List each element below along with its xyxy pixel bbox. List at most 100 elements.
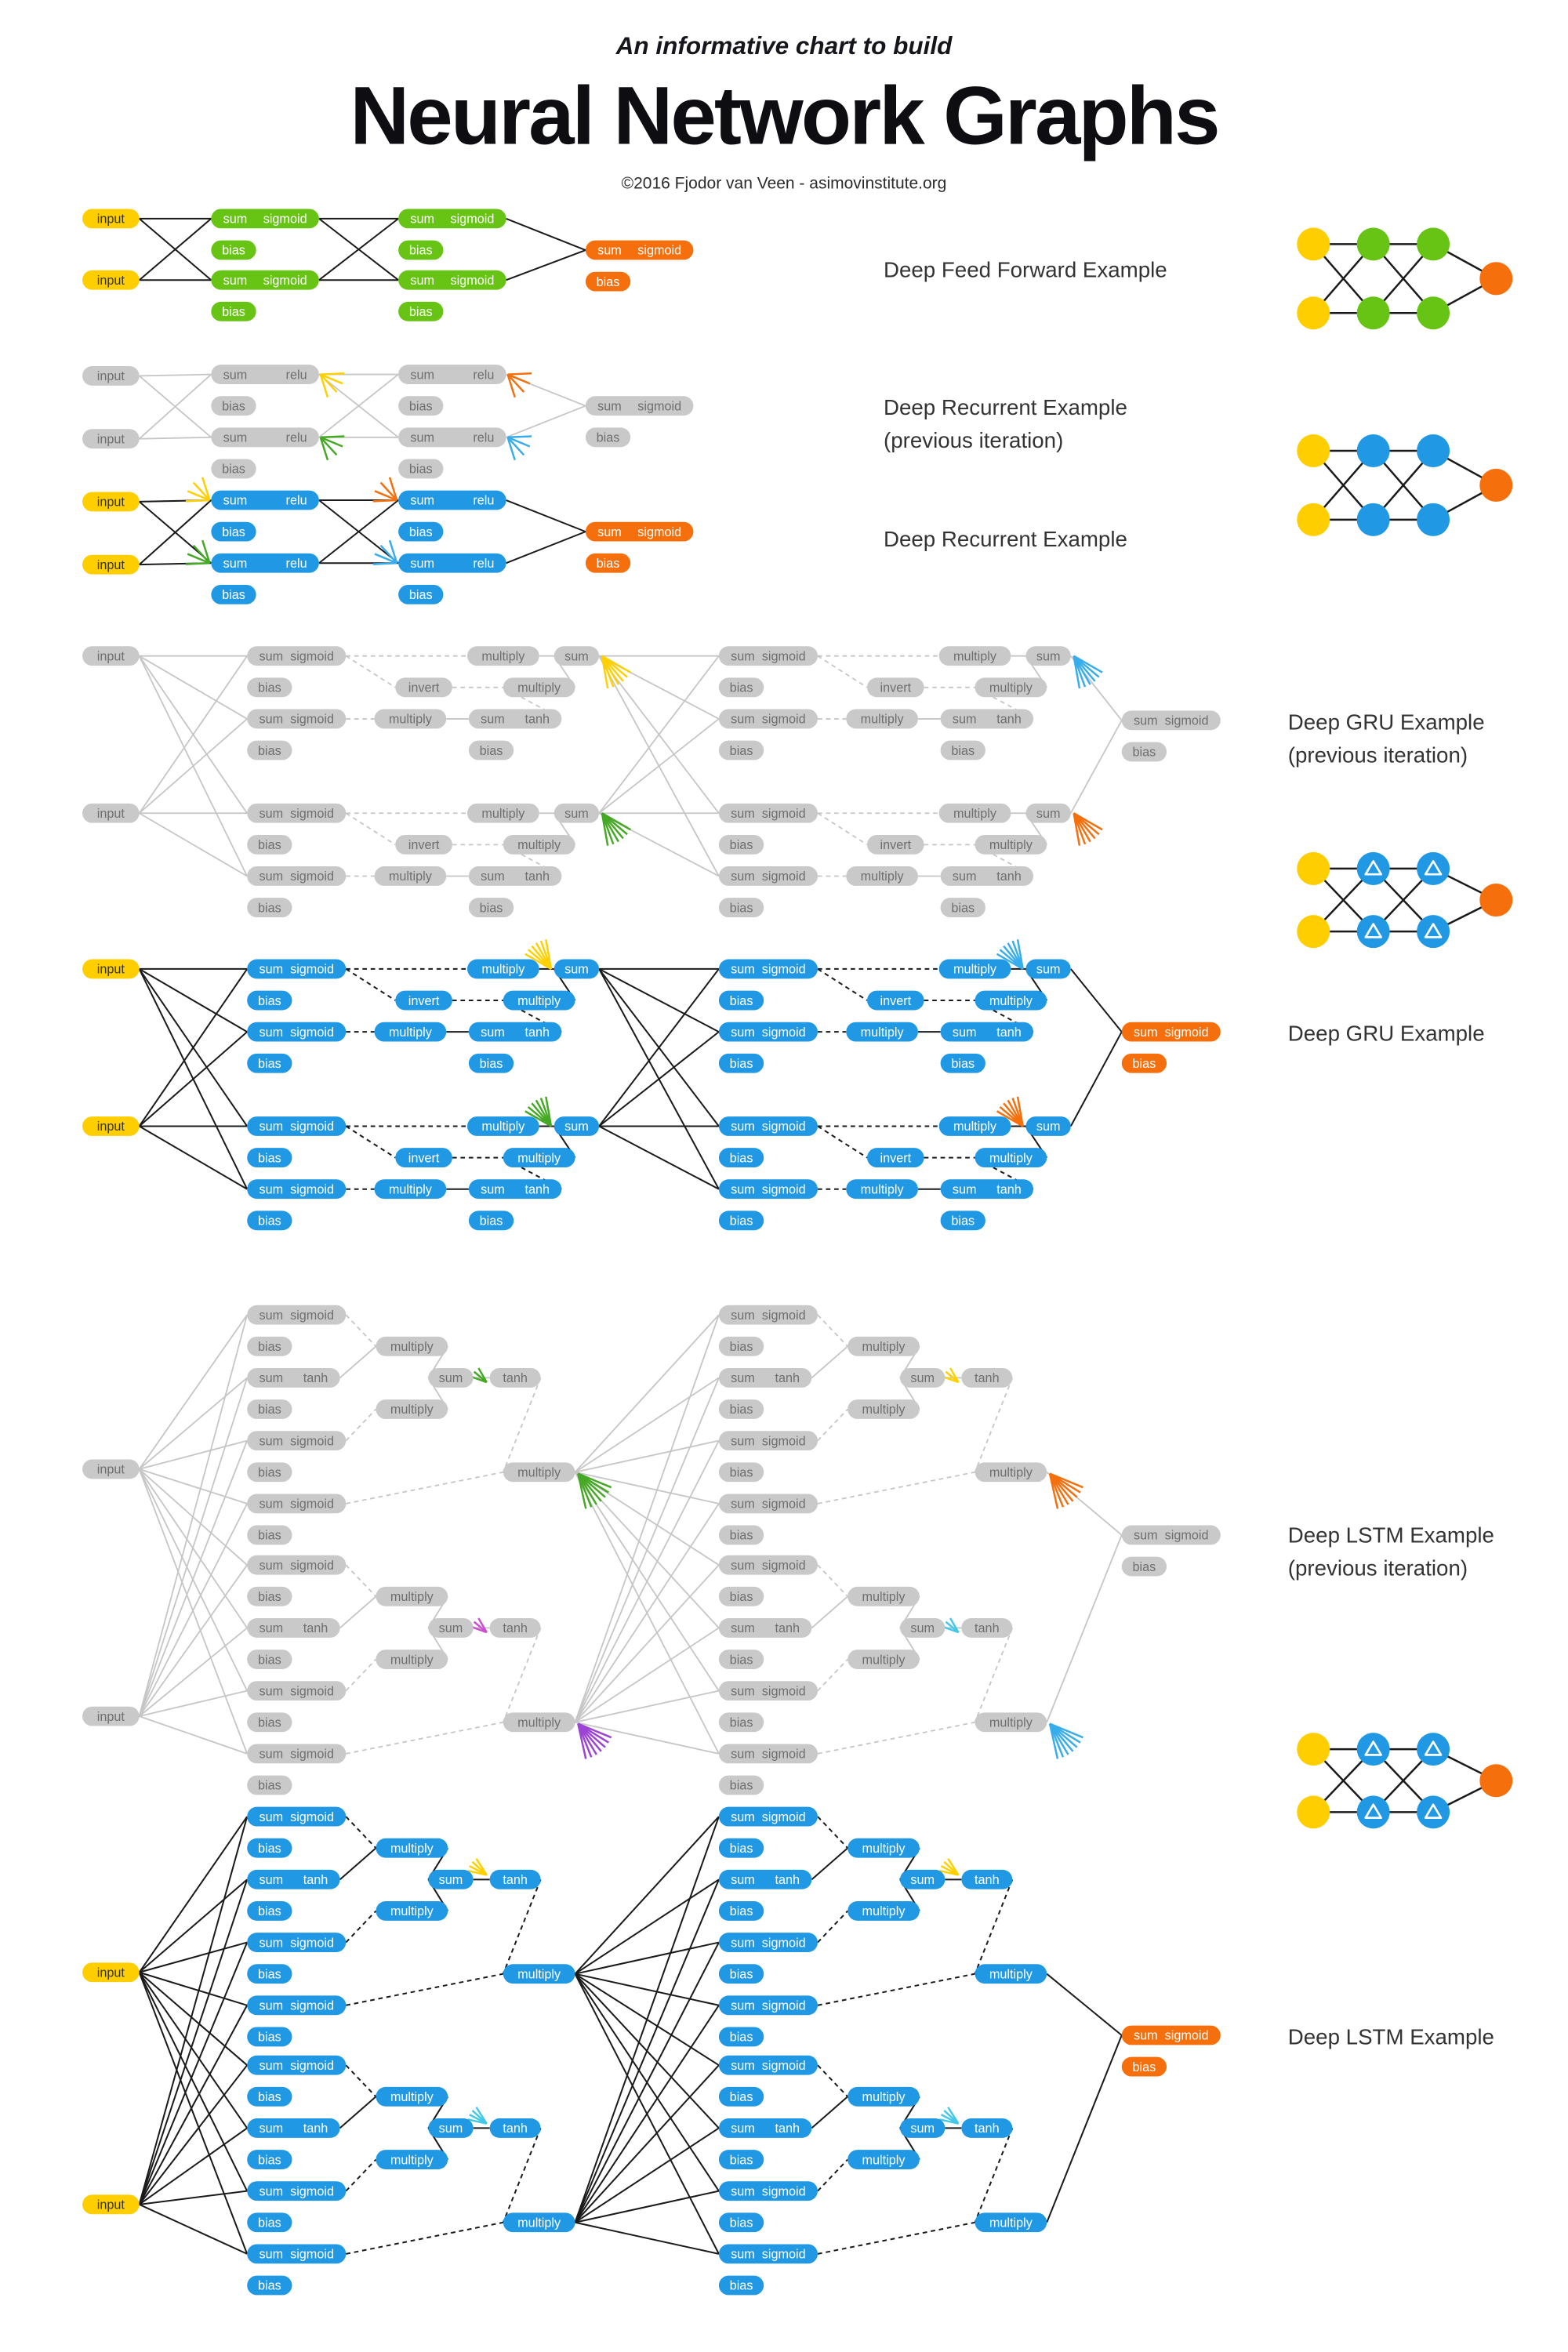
pill-sum-sigmoid: sum sigmoid — [718, 803, 818, 823]
pill-sum-tanh: sum tanh — [247, 1617, 340, 1638]
pill-label: multiply — [390, 2153, 434, 2167]
pill-label: sum — [259, 1120, 283, 1134]
pill-label: tanh — [503, 2122, 528, 2136]
pill-sum: sum — [900, 1367, 946, 1388]
gate-edge — [817, 1910, 848, 1944]
pill-label: multiply — [517, 1465, 561, 1479]
pill-tanh: tanh — [489, 2118, 541, 2138]
pill-label: sigmoid — [762, 1748, 806, 1762]
pill-label: tanh — [503, 1873, 528, 1887]
pill-label: input — [97, 495, 125, 510]
pill-sum-sigmoid: sum sigmoid — [585, 240, 694, 260]
edge — [139, 1125, 248, 1190]
memory-cell-triangle-icon — [1424, 1740, 1443, 1756]
pill-label: bias — [409, 399, 433, 413]
edge — [1069, 1031, 1123, 1127]
pill-label: relu — [286, 494, 307, 508]
pill-label: sum — [910, 1371, 935, 1385]
legend-hidden-cell — [1356, 434, 1390, 467]
edge — [574, 2005, 720, 2223]
pill-sum-sigmoid: sum sigmoid — [718, 959, 818, 979]
recurrent-link-orange — [372, 499, 397, 503]
page-subtitle: An informative chart to build — [615, 31, 953, 60]
recurrent-link-blue — [388, 539, 398, 564]
pill-label: bias — [730, 1403, 753, 1417]
pill-bias: bias — [247, 2086, 292, 2107]
pill-label: tanh — [775, 1371, 800, 1385]
pill-sum-relu: sum relu — [398, 490, 506, 510]
edge — [138, 1503, 248, 1717]
pill-bias: bias — [398, 584, 444, 604]
pill-label: sum — [259, 713, 283, 727]
pill-label: multiply — [389, 1182, 433, 1196]
pill-label: multiply — [953, 963, 997, 977]
pill-bias: bias — [1121, 742, 1167, 762]
section-label: Deep Feed Forward Example — [884, 257, 1167, 281]
pill-label: sigmoid — [762, 2059, 806, 2073]
pill-label: multiply — [861, 1182, 905, 1196]
pill-label: tanh — [503, 1621, 528, 1635]
pill-label: sigmoid — [762, 1120, 806, 1134]
legend-output-cell — [1479, 262, 1513, 296]
pill-bias: bias — [718, 677, 764, 698]
recurrent-link-yellow — [475, 1857, 488, 1876]
pill-sum-sigmoid: sum sigmoid — [247, 1116, 347, 1136]
pill-sum-tanh: sum tanh — [940, 1022, 1034, 1042]
pill-label: tanh — [996, 1025, 1022, 1040]
pill-multiply: multiply — [503, 1712, 575, 1733]
edge — [506, 217, 586, 251]
pill-sum-sigmoid: sum sigmoid — [1121, 2025, 1221, 2045]
pill-sum: sum — [1025, 646, 1071, 666]
pill-tanh: tanh — [489, 1617, 541, 1638]
pill-label: sum — [439, 1621, 463, 1635]
pill-label: multiply — [481, 807, 525, 821]
pill-label: input — [97, 963, 125, 977]
edge — [1046, 1973, 1123, 2036]
pill-label: sum — [481, 1182, 505, 1196]
pill-bias: bias — [247, 1838, 292, 1858]
pill-label: multiply — [862, 2153, 906, 2167]
pill-sum-sigmoid: sum sigmoid — [718, 709, 818, 729]
gate-edge — [817, 2221, 975, 2255]
edge — [598, 1031, 720, 1127]
pill-sum-tanh: sum tanh — [718, 1617, 812, 1638]
edge — [339, 2096, 377, 2129]
pill-label: multiply — [390, 1590, 434, 1604]
recurrent-link-green — [187, 553, 210, 564]
pill-label: sigmoid — [290, 1497, 334, 1512]
pill-label: sigmoid — [290, 1308, 334, 1323]
pill-bias: bias — [398, 240, 444, 260]
recurrent-link-orange — [379, 481, 398, 501]
gate-edge — [346, 1721, 504, 1755]
pill-label: sum — [731, 1025, 755, 1040]
legend-hidden-cell — [1417, 227, 1450, 261]
pill-bias: bias — [718, 1399, 764, 1419]
pill-label: bias — [258, 1967, 281, 1981]
pill-sum-sigmoid: sum sigmoid — [247, 1022, 347, 1042]
pill-label: sigmoid — [762, 713, 806, 727]
pill-label: sum — [259, 1684, 283, 1698]
pill-label: sigmoid — [290, 1025, 334, 1040]
pill-input: input — [82, 209, 140, 229]
pill-label: sum — [439, 2122, 463, 2136]
pill-label: bias — [730, 1653, 753, 1667]
edge — [574, 1503, 720, 1723]
pill-label: multiply — [953, 807, 997, 821]
pill-label: sigmoid — [762, 1999, 806, 2013]
pill-label: input — [97, 432, 125, 446]
gate-edge — [974, 1628, 1014, 1723]
gate-edge — [345, 1408, 377, 1442]
edge — [574, 1816, 720, 1975]
recurrent-link-blue — [1048, 1723, 1059, 1759]
pill-sum-sigmoid: sum sigmoid — [1121, 1525, 1221, 1545]
section-label: (previous iteration) — [1288, 1556, 1468, 1581]
pill-label: sum — [223, 494, 248, 508]
gate-edge — [817, 812, 868, 846]
pill-label: bias — [1133, 1560, 1156, 1574]
pill-sum-sigmoid: sum sigmoid — [718, 1995, 818, 2016]
pill-label: sum — [223, 431, 248, 445]
pill-label: bias — [258, 838, 281, 852]
pill-invert: invert — [395, 677, 452, 698]
pill-multiply: multiply — [846, 709, 918, 729]
